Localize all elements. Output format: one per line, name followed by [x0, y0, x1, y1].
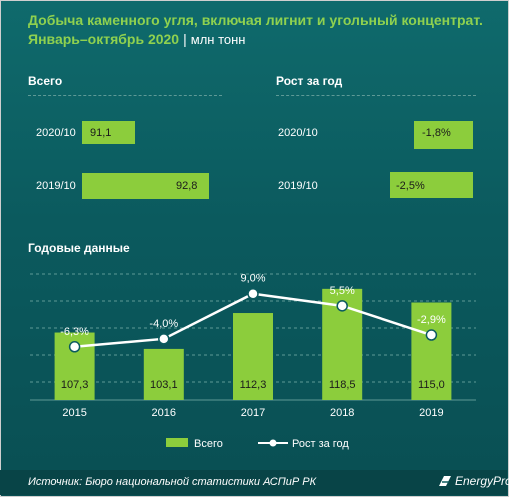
x-tick-2018: 2018: [330, 407, 354, 419]
x-tick-2016: 2016: [152, 407, 176, 419]
total-value-2020: 91,1: [90, 127, 112, 139]
logo-text: EnergyProm: [455, 474, 509, 488]
annual-bar-2019: [411, 302, 452, 400]
legend-line-label: Рост за год: [292, 438, 349, 450]
annual-bar-2017: [233, 313, 273, 400]
title-separator: |: [183, 31, 187, 47]
growth-bar-2019: [390, 172, 473, 198]
x-tick-2017: 2017: [241, 407, 265, 419]
growth-point-2019: [425, 329, 438, 341]
annual-bar-label-2019: 115,0: [418, 379, 445, 391]
growth-row-label-2020: 2020/10: [278, 127, 318, 139]
growth-value-2019: -2,5%: [396, 180, 425, 192]
growth-label-2019: -2,9%: [417, 314, 446, 326]
legend-bar-swatch: [166, 438, 188, 447]
total-bar-2020: [82, 121, 135, 144]
growth-label-2018: 5,5%: [330, 285, 355, 297]
chart-subtitle: Январь–октябрь 2020 | млн тонн: [28, 31, 245, 47]
growth-panel-label: Рост за год: [276, 74, 343, 88]
x-tick-2015: 2015: [62, 407, 86, 419]
total-value-2019: 92,8: [176, 180, 198, 192]
period-label: Январь–октябрь 2020: [28, 31, 180, 47]
annual-bar-label-2015: 107,3: [61, 379, 89, 391]
total-row-label-2019: 2019/10: [36, 180, 76, 192]
total-panel-divider: [28, 95, 222, 96]
logo-icon: [439, 476, 451, 486]
growth-point-2016: [158, 333, 170, 345]
growth-bar-2020: [414, 121, 473, 149]
total-row-label-2020: 2020/10: [36, 127, 76, 139]
growth-point-2017: [247, 287, 259, 300]
energyprom-logo: EnergyProm: [438, 474, 509, 488]
total-bar-2019: [82, 173, 209, 199]
source-note: Источник: Бюро национальной статистики А…: [28, 476, 317, 488]
footer-bar: [0, 470, 507, 495]
legend-line-swatch: [258, 439, 288, 447]
total-panel-label: Всего: [28, 74, 63, 88]
annual-bar-label-2017: 112,3: [240, 379, 267, 391]
growth-point-2015: [68, 341, 81, 353]
legend-bars-label: Всего: [194, 438, 223, 450]
legend-bars: Всего: [166, 438, 223, 450]
growth-label-2017: 9,0%: [240, 273, 265, 285]
annual-bar-label-2018: 118,5: [329, 379, 356, 391]
chart-title: Добыча каменного угля, включая лигнит и …: [28, 12, 483, 28]
growth-point-2018: [336, 300, 348, 312]
growth-panel-divider: [276, 95, 476, 96]
annual-panel-label: Годовые данные: [28, 241, 130, 255]
growth-label-2015: -6,3%: [60, 326, 89, 338]
growth-row-label-2019: 2019/10: [278, 180, 318, 192]
annual-chart: 107,3 2015 103,1 2016 112,3 2017 118,5 2018 115,…: [30, 273, 476, 419]
growth-label-2016: -4,0%: [149, 318, 178, 330]
unit-label: млн тонн: [190, 32, 246, 47]
legend-line: Рост за год: [258, 438, 349, 450]
annual-bar-label-2016: 103,1: [150, 379, 178, 391]
x-tick-2019: 2019: [419, 407, 443, 419]
growth-value-2020: -1,8%: [422, 127, 451, 139]
annual-bar-2016: [143, 348, 184, 400]
